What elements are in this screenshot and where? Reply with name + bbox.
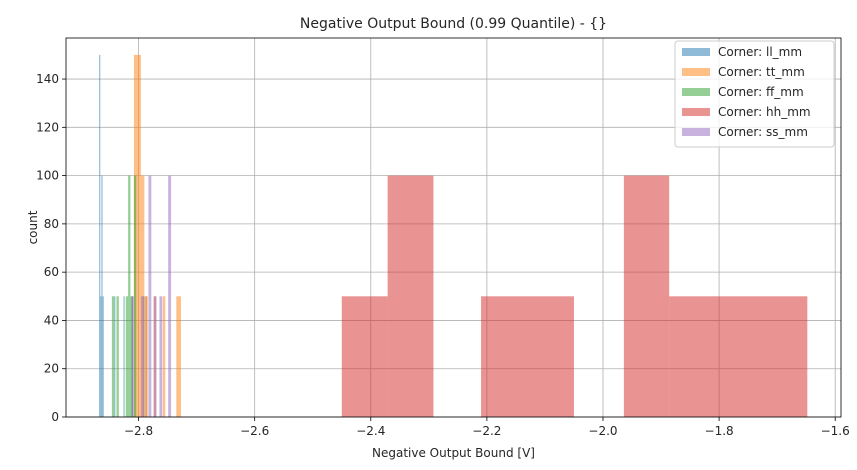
histogram-bar [168,175,172,417]
x-tick-label: −2.0 [588,424,617,438]
series-5-bars [131,175,172,417]
histogram-bar [111,296,115,417]
histogram-bar [133,54,141,417]
legend: Corner: ll_mm Corner: tt_mm Corner: ff_mm C… [674,40,835,148]
histogram-bar [144,296,148,417]
histogram-bar [481,296,574,417]
histogram-bars [99,54,808,417]
histogram-bar [669,296,808,417]
y-tick-label: 20 [44,362,59,376]
y-tick-label: 100 [36,169,59,183]
x-tick-label: −1.6 [821,424,850,438]
x-axis-label: Negative Output Bound [V] [372,446,535,460]
x-tick-label: −2.4 [356,424,385,438]
x-tick-label: −2.2 [472,424,501,438]
histogram-bar [159,296,163,417]
y-tick-label: 120 [36,120,59,134]
legend-label: Corner: ll_mm [718,45,802,59]
y-tick-label: 0 [51,410,59,424]
histogram-bar [114,296,116,417]
legend-swatch [682,48,710,56]
y-tick-label: 80 [44,217,59,231]
x-tick-label: −2.8 [124,424,153,438]
histogram-bar [116,296,119,417]
y-axis-label: count [26,210,40,244]
histogram-bar [102,296,104,417]
histogram-bar [140,296,144,417]
histogram-bar [133,175,137,417]
legend-label: Corner: ff_mm [718,85,804,99]
legend-swatch [682,128,710,136]
histogram-bar [125,296,129,417]
legend-box [674,40,835,148]
x-tick-label: −2.6 [240,424,269,438]
histogram-bar [128,175,131,417]
series-4-bars [341,175,808,417]
histogram-bar [387,175,434,417]
y-tick-label: 60 [44,265,59,279]
legend-swatch [682,108,710,116]
histogram-bar [162,296,166,417]
x-tick-label: −1.8 [705,424,734,438]
y-tick-label: 140 [36,72,59,86]
histogram-bar [100,296,102,417]
legend-label: Corner: ss_mm [718,125,808,139]
histogram-bar [123,296,125,417]
axis-ticks: −2.8 −2.6 −2.4 −2.2 −2.0 −1.8 −1.6 0 20 40 60 80 100… [36,72,850,438]
histogram-bar [623,175,670,417]
legend-swatch [682,68,710,76]
legend-label: Corner: tt_mm [718,65,805,79]
histogram-bar [131,296,134,417]
plot-frame [65,37,842,418]
histogram-bar [148,175,152,417]
legend-label: Corner: hh_mm [718,105,811,119]
histogram-bar [130,296,133,417]
histogram-bar [101,175,103,417]
legend-swatch [682,88,710,96]
series-3-bars [111,175,137,417]
histogram-bar [341,296,388,417]
histogram-bar [153,296,157,417]
histogram-bar [99,54,101,417]
chart-title: Negative Output Bound (0.99 Quantile) - … [300,16,607,32]
y-tick-label: 40 [44,313,59,327]
histogram-bar [176,296,181,417]
